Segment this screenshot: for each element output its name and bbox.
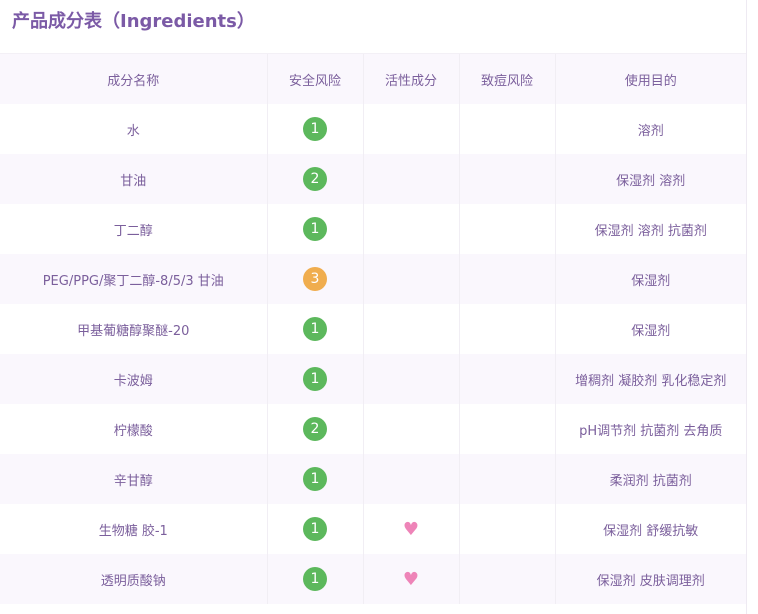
safety-risk-cell: 1 xyxy=(267,354,364,404)
active-cell xyxy=(363,104,460,154)
table-row: PEG/PPG/聚丁二醇-8/5/3 甘油 3 保湿剂 xyxy=(0,254,746,304)
acne-risk-cell xyxy=(459,104,556,154)
acne-risk-cell xyxy=(459,504,556,554)
purpose-cell: 增稠剂 凝胶剂 乳化稳定剂 xyxy=(575,373,727,389)
table-row: 生物糖 胶-1 1 ♥ 保湿剂 舒缓抗敏 xyxy=(0,504,746,554)
ingredient-name[interactable]: 水 xyxy=(0,104,268,154)
safety-risk-cell: 1 xyxy=(267,104,364,154)
safety-risk-cell: 2 xyxy=(267,154,364,204)
risk-badge: 1 xyxy=(303,217,327,241)
table-row: 卡波姆 1 增稠剂 凝胶剂 乳化稳定剂 xyxy=(0,354,746,404)
risk-badge: 1 xyxy=(303,117,327,141)
purpose-cell: 保湿剂 舒缓抗敏 xyxy=(603,523,699,539)
ingredients-table: 成分名称 安全风险 活性成分 致痘风险 使用目的 水 1 溶剂甘油 2 保湿剂 溶剂丁二… xyxy=(0,54,746,604)
ingredient-name[interactable]: 透明质酸钠 xyxy=(0,554,268,604)
table-row: 丁二醇 1 保湿剂 溶剂 抗菌剂 xyxy=(0,204,746,254)
risk-badge: 1 xyxy=(303,567,327,591)
ingredient-name[interactable]: 丁二醇 xyxy=(0,204,268,254)
acne-risk-cell xyxy=(459,554,556,604)
purpose-cell: 溶剂 xyxy=(637,123,664,139)
column-header-active: 活性成分 xyxy=(363,54,460,104)
acne-risk-cell xyxy=(459,204,556,254)
acne-risk-cell xyxy=(459,154,556,204)
risk-badge: 1 xyxy=(303,317,327,341)
purpose-cell: pH调节剂 抗菌剂 去角质 xyxy=(579,423,723,439)
active-cell xyxy=(363,204,460,254)
acne-risk-cell xyxy=(459,254,556,304)
acne-risk-cell xyxy=(459,404,556,454)
column-header-name: 成分名称 xyxy=(0,54,268,104)
table-row: 水 1 溶剂 xyxy=(0,104,746,154)
purpose-cell: 保湿剂 xyxy=(631,273,671,289)
acne-risk-cell xyxy=(459,354,556,404)
table-row: 甘油 2 保湿剂 溶剂 xyxy=(0,154,746,204)
heart-icon: ♥ xyxy=(402,518,420,540)
acne-risk-cell xyxy=(459,304,556,354)
safety-risk-cell: 2 xyxy=(267,404,364,454)
purpose-cell: 保湿剂 皮肤调理剂 xyxy=(596,573,705,589)
active-cell xyxy=(363,254,460,304)
purpose-cell: 保湿剂 溶剂 抗菌剂 xyxy=(594,223,707,239)
safety-risk-cell: 1 xyxy=(267,504,364,554)
acne-risk-cell xyxy=(459,454,556,504)
risk-badge: 2 xyxy=(303,417,327,441)
ingredient-name[interactable]: 辛甘醇 xyxy=(0,454,268,504)
safety-risk-cell: 1 xyxy=(267,454,364,504)
safety-risk-cell: 1 xyxy=(267,304,364,354)
table-header: 成分名称 安全风险 活性成分 致痘风险 使用目的 xyxy=(0,54,746,104)
purpose-cell: 柔润剂 抗菌剂 xyxy=(609,473,692,489)
active-cell xyxy=(363,354,460,404)
ingredient-name[interactable]: 卡波姆 xyxy=(0,354,268,404)
risk-badge: 2 xyxy=(303,167,327,191)
active-cell xyxy=(363,304,460,354)
safety-risk-cell: 3 xyxy=(267,254,364,304)
table-row: 辛甘醇 1 柔润剂 抗菌剂 xyxy=(0,454,746,504)
active-cell: ♥ xyxy=(363,554,460,604)
ingredient-name[interactable]: PEG/PPG/聚丁二醇-8/5/3 甘油 xyxy=(0,254,268,304)
ingredient-name[interactable]: 甲基葡糖醇聚醚-20 xyxy=(0,304,268,354)
risk-badge: 3 xyxy=(303,267,327,291)
risk-badge: 1 xyxy=(303,467,327,491)
ingredient-name[interactable]: 甘油 xyxy=(0,154,268,204)
column-header-purpose: 使用目的 xyxy=(624,73,677,89)
ingredient-name[interactable]: 柠檬酸 xyxy=(0,404,268,454)
safety-risk-cell: 1 xyxy=(267,204,364,254)
active-cell xyxy=(363,454,460,504)
heart-icon: ♥ xyxy=(402,568,420,590)
page-title: 产品成分表（Ingredients） xyxy=(0,0,746,54)
ingredient-name[interactable]: 生物糖 胶-1 xyxy=(0,504,268,554)
purpose-cell: 保湿剂 溶剂 xyxy=(616,173,686,189)
table-row: 透明质酸钠 1 ♥ 保湿剂 皮肤调理剂 xyxy=(0,554,746,604)
risk-badge: 1 xyxy=(303,517,327,541)
column-header-safety-risk: 安全风险 xyxy=(267,54,364,104)
active-cell xyxy=(363,404,460,454)
safety-risk-cell: 1 xyxy=(267,554,364,604)
column-header-acne-risk: 致痘风险 xyxy=(459,54,556,104)
active-cell: ♥ xyxy=(363,504,460,554)
risk-badge: 1 xyxy=(303,367,327,391)
table-row: 柠檬酸 2 pH调节剂 抗菌剂 去角质 xyxy=(0,404,746,454)
table-row: 甲基葡糖醇聚醚-20 1 保湿剂 xyxy=(0,304,746,354)
purpose-cell: 保湿剂 xyxy=(631,323,671,339)
active-cell xyxy=(363,154,460,204)
